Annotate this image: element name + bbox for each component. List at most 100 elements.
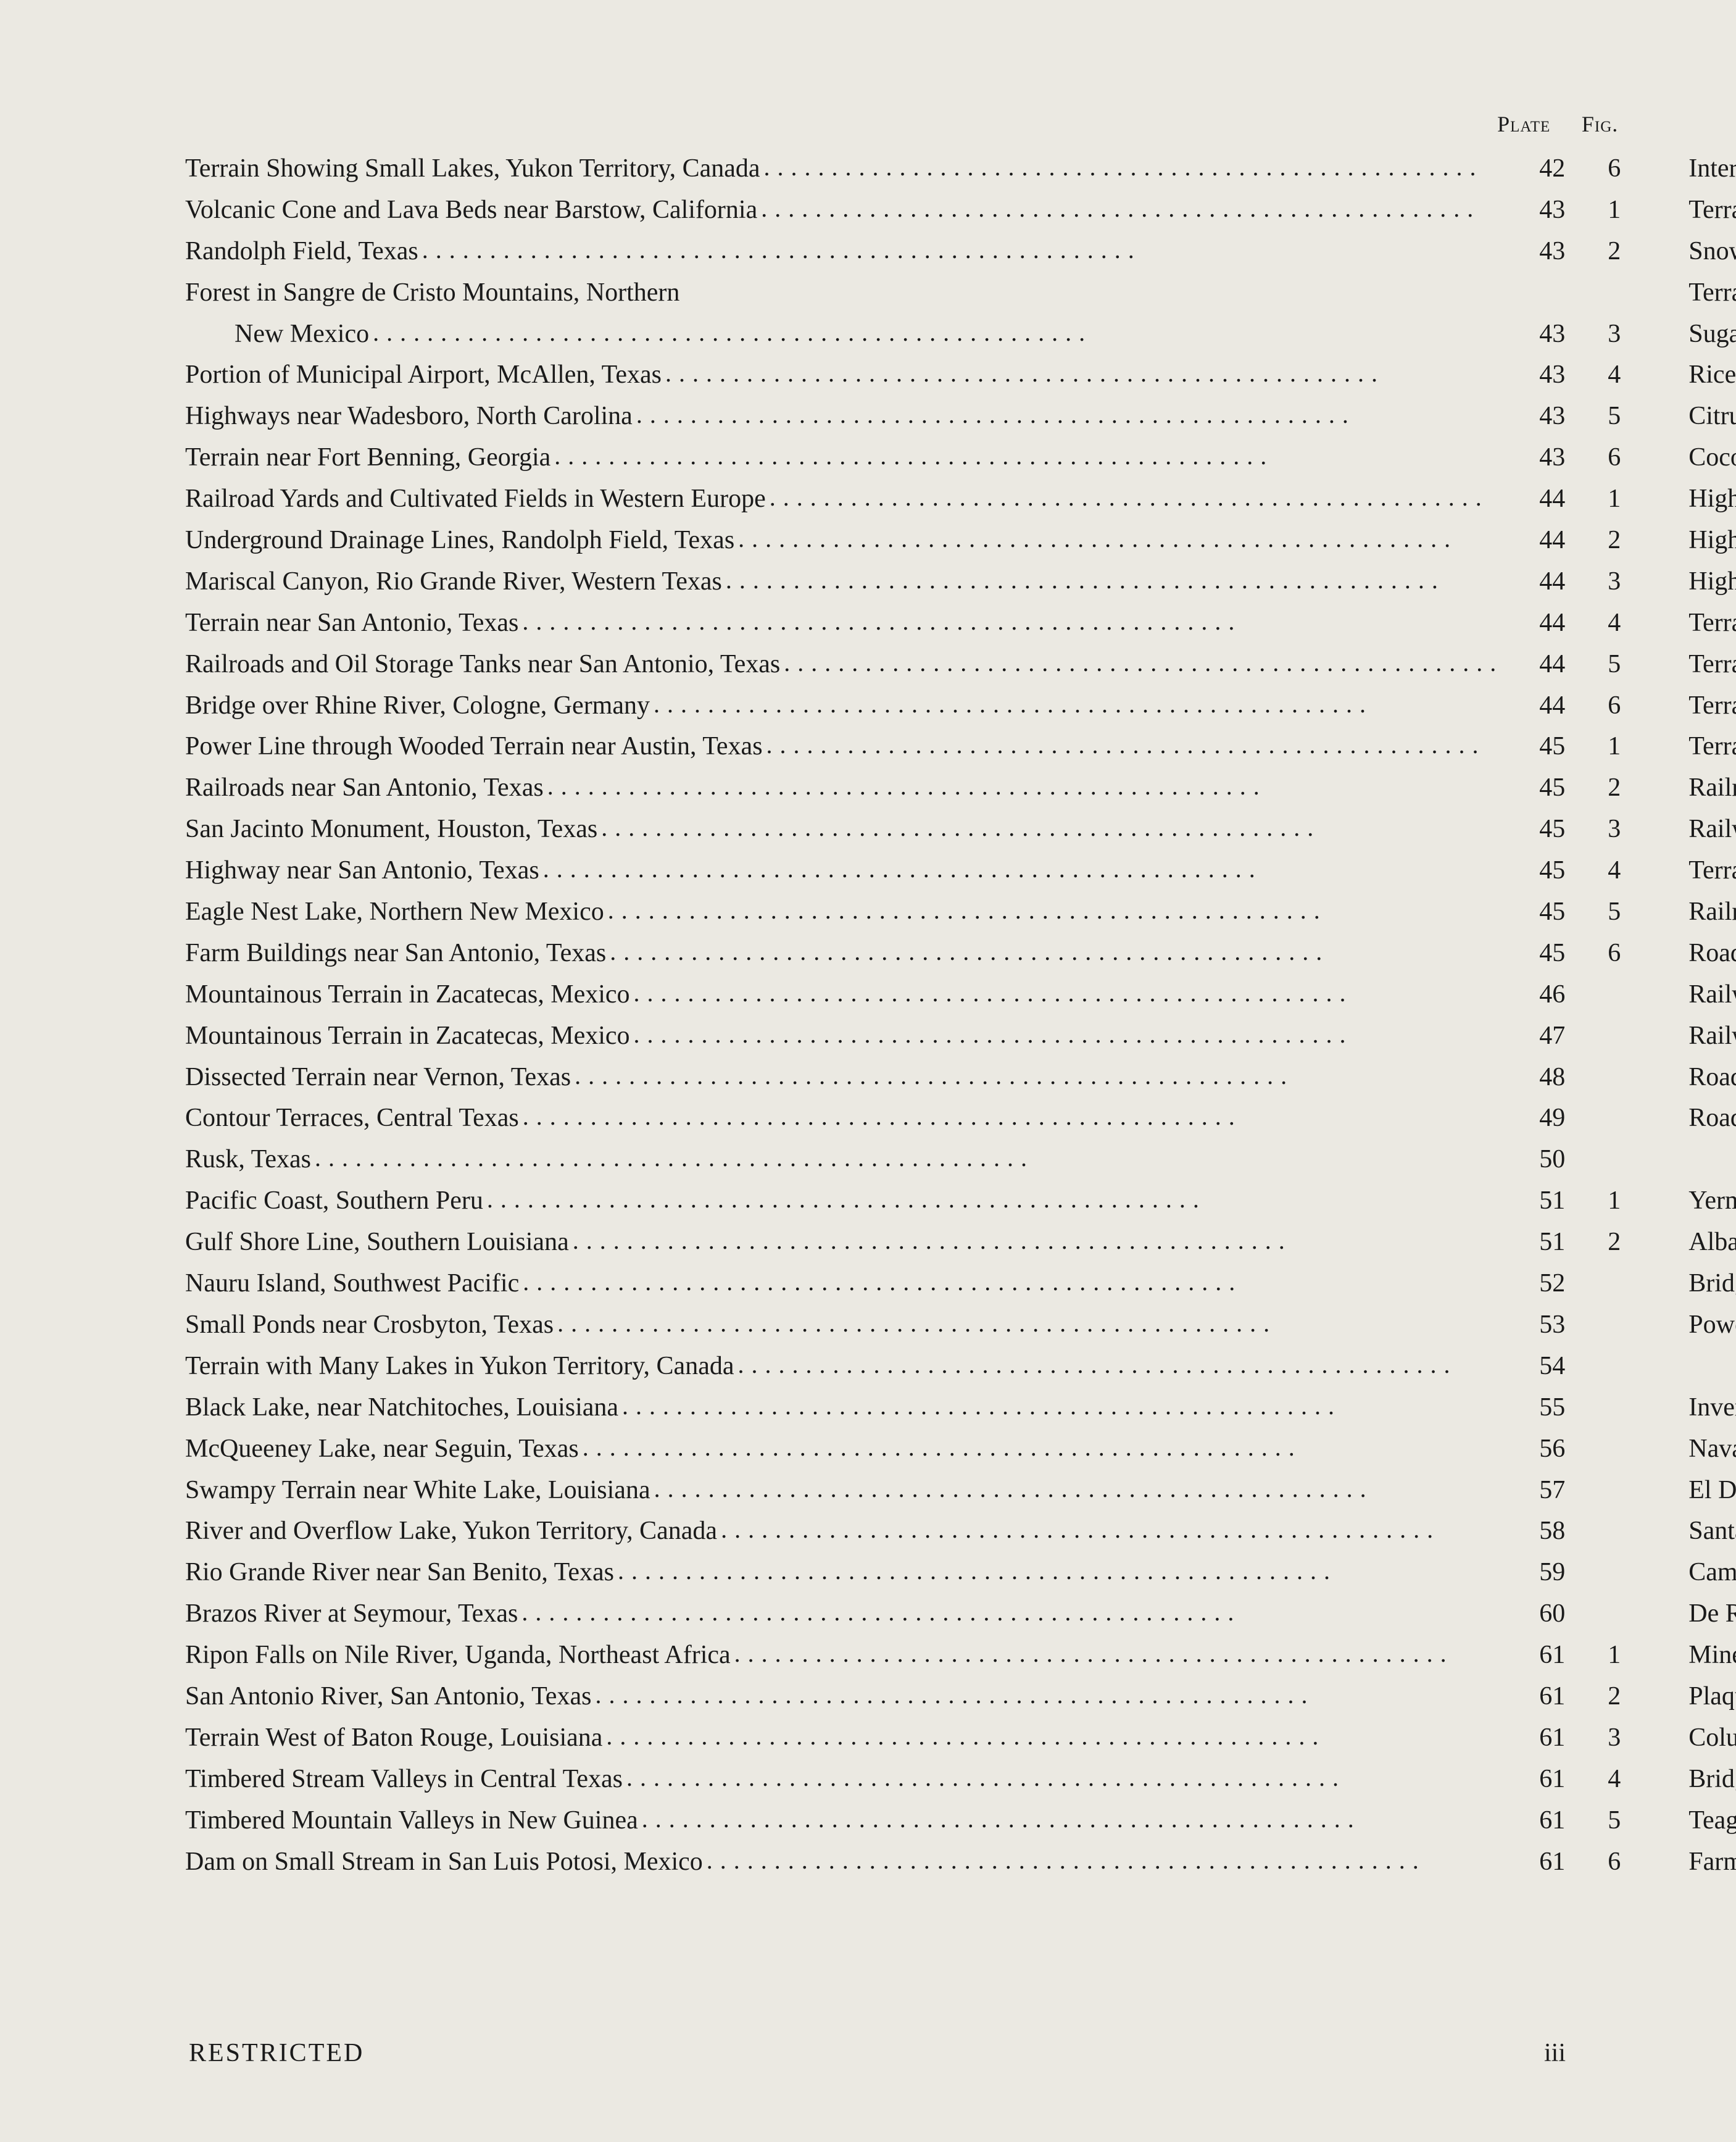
entry-title: Terrain near San Antonio, Texas [1688, 857, 1736, 883]
plate-number: 61 [1503, 1766, 1565, 1792]
fig-number: 4 [1565, 610, 1621, 636]
dot-leader: ........................................… [573, 1228, 1504, 1253]
dot-leader: ........................................… [622, 1394, 1503, 1419]
table-row: Road and Railroad, near Yermo, Californi… [1688, 940, 1736, 981]
table-row: Terrain Showing Small Lakes, Yukon Terri… [185, 156, 1621, 197]
entry-title: Teague, Texas [1688, 1807, 1736, 1833]
plate-number: 61 [1503, 1807, 1565, 1833]
plate-number: 43 [1503, 238, 1565, 264]
fig-number: 4 [1565, 362, 1621, 388]
table-row: San Jacinto Monument, Houston, Texas....… [185, 816, 1621, 857]
dot-leader: ........................................… [522, 609, 1503, 634]
left-entries: Terrain Showing Small Lakes, Yukon Terri… [185, 156, 1621, 1890]
plate-number: 43 [1503, 444, 1565, 470]
entry-title: Swampy Terrain near White Lake, Louisian… [185, 1477, 654, 1503]
entry-title: Railway Y, Crosbyton, Texas [1688, 1023, 1736, 1049]
entry-title: River and Overflow Lake, Yukon Territory… [185, 1518, 721, 1544]
plate-number: 58 [1503, 1518, 1565, 1544]
dot-leader: ........................................… [665, 361, 1503, 386]
dot-leader: ........................................… [766, 733, 1504, 757]
plate-number: 61 [1503, 1683, 1565, 1709]
table-row: Farmersville, Texas.....................… [1688, 1849, 1736, 1890]
entry-title: Plaquemine, Louisiana [1688, 1683, 1736, 1709]
entry-title: Rusk, Texas [185, 1146, 315, 1172]
dot-leader: ........................................… [601, 815, 1503, 840]
plate-number: 43 [1503, 321, 1565, 347]
entry-title: Mountainous Terrain in Zacatecas, Mexico [185, 981, 634, 1007]
entry-title: Highways near Wadesboro, North Carolina [185, 403, 636, 429]
entry-title: Small Ponds near Crosbyton, Texas [185, 1312, 557, 1338]
dot-leader: ........................................… [618, 1559, 1503, 1583]
plate-number: 50 [1503, 1146, 1565, 1172]
entry-title: Bridge over Mississippi River, Vicksburg… [1688, 1270, 1736, 1296]
entry-title: Farmersville, Texas [1688, 1849, 1736, 1875]
entry-title: Terrain near San Antonio, Texas [1688, 280, 1736, 306]
table-row: Sugar Cane Fields in Southern Louisiana.… [1688, 321, 1736, 362]
entry-title: Road and Railroad, near Yermo, Californi… [1688, 940, 1736, 966]
entry-title: Terrain near Fort Benning, Georgia [185, 444, 554, 470]
fig-number: 2 [1565, 527, 1621, 553]
entry-title: Mineral Wells, Texas [1688, 1642, 1736, 1668]
plate-number: 52 [1503, 1270, 1565, 1296]
table-row: Railway Y, Crosbyton, Texas.............… [1688, 1023, 1736, 1064]
entry-title: Brazos River at Seymour, Texas [185, 1601, 521, 1627]
table-row: El Dorado, Arkansas.....................… [1688, 1477, 1736, 1519]
table-row: Citrus Orchards near Edinburg, Texas....… [1688, 403, 1736, 444]
table-row: Small Ponds near Crosbyton, Texas.......… [185, 1312, 1621, 1353]
table-row: Railroad Yards, Houston, Texas..........… [1688, 899, 1736, 940]
right-entries: Intercoastal Canal, Southern Louisiana..… [1688, 156, 1736, 1890]
table-row: Terrain in Zacatecas, Mexico............… [1688, 693, 1736, 734]
plate-number: 53 [1503, 1312, 1565, 1338]
entry-title: Railroad near San Antonio, Texas [1688, 775, 1736, 801]
entry-title: Ripon Falls on Nile River, Uganda, North… [185, 1642, 734, 1668]
entry-title: Terrain near Camp Bullis, Texas [1688, 651, 1736, 677]
dot-leader: ........................................… [761, 196, 1503, 221]
plate-number: 44 [1503, 693, 1565, 719]
table-row: Yermo, California.......................… [1688, 1188, 1736, 1229]
plate-number: 45 [1503, 899, 1565, 925]
plate-number: 42 [1503, 156, 1565, 181]
entry-title: Pacific Coast, Southern Peru [185, 1188, 487, 1214]
entry-title: Citrus Orchards near Edinburg, Texas [1688, 403, 1736, 429]
entry-title: Terrain with Many Lakes in Yukon Territo… [185, 1353, 738, 1379]
table-row: Western Louisiana.......................… [1688, 1353, 1736, 1394]
table-row: McQueeney Lake, near Seguin, Texas......… [185, 1436, 1621, 1477]
fig-number: 5 [1565, 899, 1621, 925]
entry-title: Railroad Yards, Houston, Texas [1688, 899, 1736, 925]
table-row: Terrain near San Antonio, Texas.........… [1688, 733, 1736, 775]
plate-header: Plate [1489, 111, 1550, 137]
entry-title: Nauru Island, Southwest Pacific [185, 1270, 523, 1296]
entry-title: Terrain near San Antonio, Texas [1688, 733, 1736, 759]
entry-title: Terrain Along Bayou Lafourche, Louisiana [1688, 197, 1736, 223]
dot-leader: ........................................… [422, 238, 1503, 262]
entry-title: Volcanic Cone and Lava Beds near Barstow… [185, 197, 761, 223]
table-row: Highway near San Antonio, Texas.........… [1688, 527, 1736, 569]
entry-title: Terrain West of Baton Rouge, Louisiana [185, 1725, 606, 1751]
table-row: Railroad Yards and Cultivated Fields in … [185, 486, 1621, 527]
restricted-label: RESTRICTED [189, 2038, 364, 2068]
fig-number: 4 [1565, 857, 1621, 883]
table-row: Highway near San Antonio, Texas.........… [1688, 486, 1736, 527]
entry-title: De Ridder, Louisiana [1688, 1601, 1736, 1627]
table-row: Highway near San Antonio, Texas.........… [185, 857, 1621, 899]
table-row: Rio Grande River near San Benito, Texas.… [185, 1559, 1621, 1601]
plate-number: 44 [1503, 651, 1565, 677]
entry-title: Portion of Municipal Airport, McAllen, T… [185, 362, 665, 388]
entry-title: Navasota, Texas [1688, 1436, 1736, 1462]
table-row: Cocoanut Plantation, New Guinea.........… [1688, 444, 1736, 486]
table-row: Mineral Wells, Texas....................… [1688, 1642, 1736, 1683]
entry-title: Power Line and Pipe Line Through Wooded … [1688, 1312, 1736, 1338]
table-row: Pacific Coast, Southern Peru............… [185, 1188, 1621, 1229]
entry-title: Terrain in Zacatecas, Mexico [1688, 693, 1736, 719]
dot-leader: ........................................… [764, 155, 1504, 180]
fig-number: 4 [1565, 1766, 1621, 1792]
plate-number: 43 [1503, 403, 1565, 429]
plate-number: 51 [1503, 1188, 1565, 1214]
plate-number: 43 [1503, 362, 1565, 388]
table-row: Rusk, Texas.............................… [185, 1146, 1621, 1188]
table-row: Rice Fields, Yunnan, China..............… [1688, 362, 1736, 403]
table-row: Black Lake, near Natchitoches, Louisiana… [185, 1394, 1621, 1436]
entry-title: Intercoastal Canal, Southern Louisiana [1688, 156, 1736, 181]
entry-title: Terrain near San Antonio, Texas [185, 610, 522, 636]
table-row: Mountainous Terrain in Zacatecas, Mexico… [185, 981, 1621, 1023]
